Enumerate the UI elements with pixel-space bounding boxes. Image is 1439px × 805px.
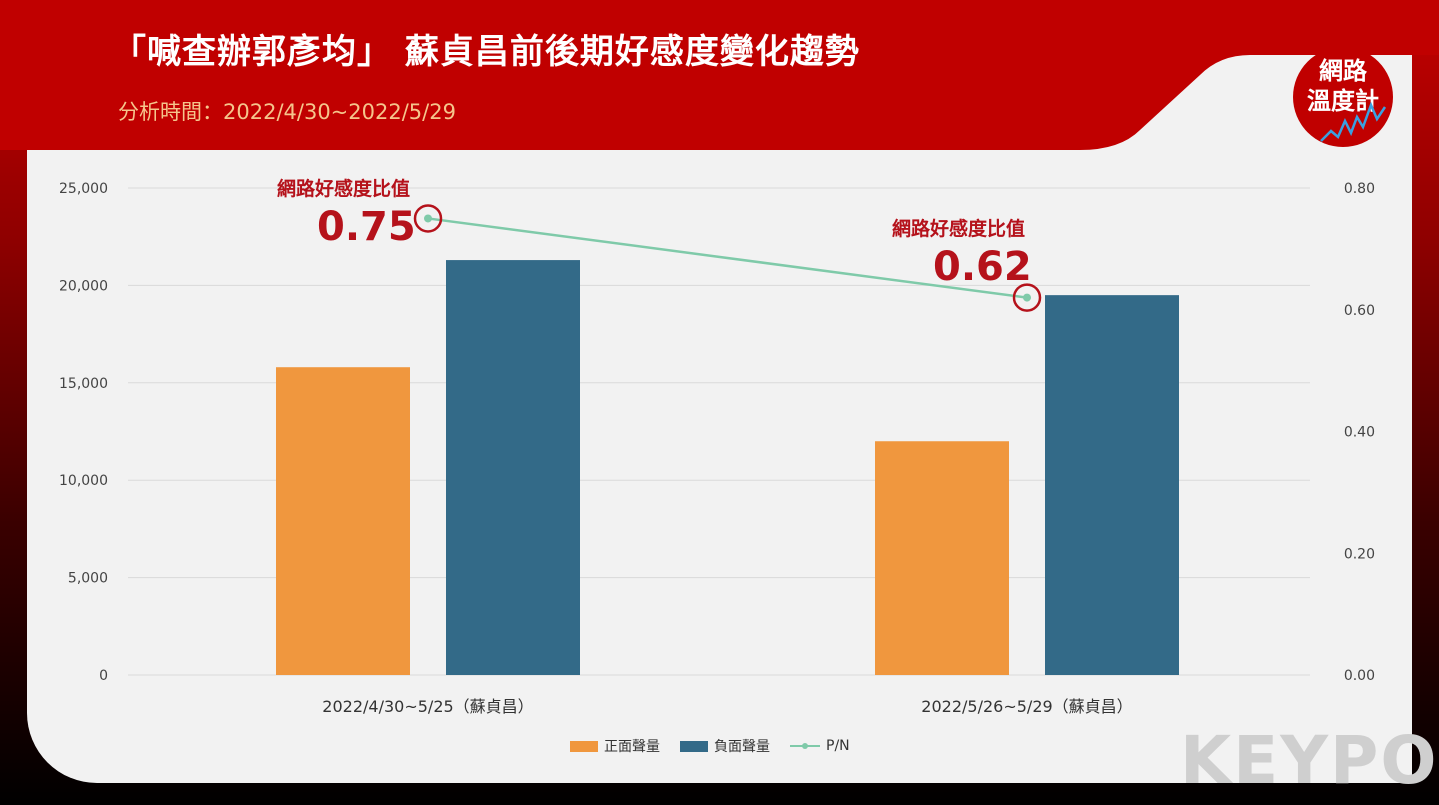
- y2-tick-label: 0.80: [1344, 181, 1375, 197]
- ratio-highlight-ring-2: [1012, 283, 1042, 312]
- ratio-annotation-value-2: 0.62: [933, 244, 1032, 290]
- brand-logo: 網路 溫度計: [1293, 47, 1393, 147]
- bar-positive-1: [276, 367, 410, 675]
- y-tick-label: 25,000: [59, 181, 108, 197]
- legend-label-negative: 負面聲量: [714, 739, 770, 755]
- legend-swatch-negative: [680, 740, 708, 752]
- y2-tick-label: 0.20: [1344, 546, 1375, 562]
- ratio-annotation-label-1: 網路好感度比值: [277, 178, 411, 200]
- y-tick-label: 15,000: [59, 376, 108, 392]
- legend-swatch-ratio: [790, 743, 820, 749]
- legend-swatch-positive: [570, 740, 598, 752]
- pulse-wave-icon: [1320, 101, 1387, 142]
- chart-legend: 正面聲量 負面聲量 P/N: [570, 736, 870, 756]
- y-tick-label: 10,000: [59, 473, 108, 489]
- ratio-point-1: [424, 214, 432, 223]
- y-tick-label: 20,000: [59, 278, 108, 294]
- legend-item-negative: 負面聲量: [680, 736, 770, 756]
- y2-tick-label: 0.60: [1344, 303, 1375, 319]
- ratio-highlight-ring-1: [413, 204, 443, 233]
- bar-negative-1: [446, 260, 580, 675]
- x-tick-label: 2022/5/26~5/29（蘇貞昌）: [921, 697, 1132, 716]
- legend-label-positive: 正面聲量: [604, 739, 660, 755]
- x-tick-label: 2022/4/30~5/25（蘇貞昌）: [322, 697, 533, 716]
- header-banner: [0, 0, 1439, 150]
- y2-tick-label: 0.00: [1344, 668, 1375, 684]
- legend-item-ratio: P/N: [790, 738, 850, 754]
- y2-tick-label: 0.40: [1344, 425, 1375, 441]
- bar-negative-2: [1045, 295, 1179, 675]
- ratio-annotation-value-1: 0.75: [317, 204, 416, 250]
- chart-panel: [27, 40, 1412, 783]
- analysis-period: 分析時間：2022/4/30~2022/5/29: [118, 100, 456, 124]
- legend-item-positive: 正面聲量: [570, 736, 660, 756]
- page-title: 「喊查辦郭彥均」 蘇貞昌前後期好感度變化趨勢: [112, 32, 860, 72]
- ratio-point-2: [1023, 293, 1031, 302]
- ratio-annotation-label-2: 網路好感度比值: [892, 218, 1026, 240]
- logo-text-line2: 溫度計: [1307, 87, 1379, 115]
- legend-label-ratio: P/N: [826, 738, 850, 754]
- y-tick-label: 0: [99, 668, 108, 684]
- logo-text-line1: 網路: [1319, 57, 1367, 85]
- keypo-watermark: KEYPO: [1180, 722, 1439, 799]
- bar-positive-2: [875, 441, 1009, 675]
- y-tick-label: 5,000: [68, 571, 108, 587]
- ratio-line: [427, 217, 1028, 299]
